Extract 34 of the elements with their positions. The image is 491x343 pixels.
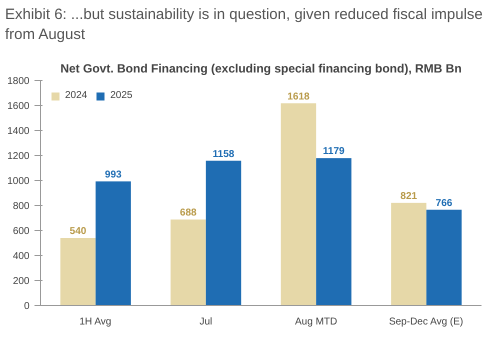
bar xyxy=(170,220,206,306)
bar xyxy=(60,238,96,306)
bar xyxy=(206,160,242,306)
data-label: 821 xyxy=(400,190,418,202)
legend-label: 2024 xyxy=(65,90,88,101)
x-tick-label: 1H Avg xyxy=(79,316,112,328)
data-label: 688 xyxy=(180,208,198,218)
x-tick-label: Sep-Dec Avg (E) xyxy=(388,316,464,328)
data-label: 993 xyxy=(104,169,122,180)
y-tick-label: 1200 xyxy=(7,151,30,162)
bar xyxy=(280,103,316,306)
bar xyxy=(391,202,426,306)
bar xyxy=(316,158,352,306)
bar xyxy=(426,210,462,306)
chart-subtitle: Net Govt. Bond Financing (excluding special financing bond), RMB Bn xyxy=(60,62,462,76)
y-tick-label: 1800 xyxy=(7,76,30,87)
data-label: 540 xyxy=(70,226,87,237)
data-label: 1179 xyxy=(322,146,346,158)
y-tick-label: 600 xyxy=(12,226,30,237)
y-tick-label: 400 xyxy=(12,251,30,262)
data-label: 1618 xyxy=(287,91,310,102)
y-tick-label: 1000 xyxy=(7,176,30,187)
y-tick-label: 800 xyxy=(12,201,30,212)
data-label: 766 xyxy=(436,198,453,209)
y-tick-label: 200 xyxy=(12,276,30,287)
x-tick-label: Aug MTD xyxy=(295,316,338,328)
y-tick-label: 0 xyxy=(24,301,30,312)
data-label: 1158 xyxy=(212,148,235,160)
legend-label: 2025 xyxy=(110,90,132,101)
chart-title: Exhibit 6: ...but sustainability is in question, given reduced fiscal impulse from August xyxy=(5,5,484,46)
y-tick-label: 1600 xyxy=(7,101,30,112)
y-tick-label: 1400 xyxy=(7,126,30,137)
x-tick-label: Jul xyxy=(199,316,212,328)
bar xyxy=(96,181,131,306)
